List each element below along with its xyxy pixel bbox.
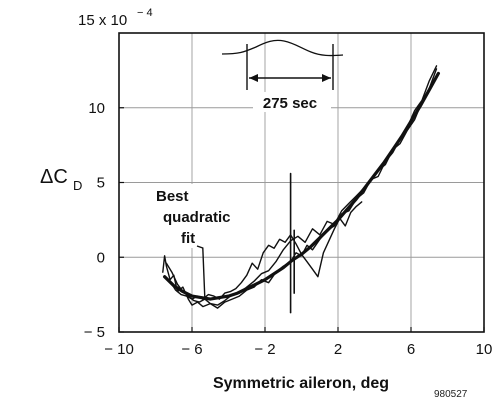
annotation-fit-leader [196, 245, 206, 298]
y-tick-label: 10 [88, 100, 105, 117]
x-tick-label: − 10 [104, 341, 134, 358]
x-tick-label: 6 [407, 341, 415, 358]
inset-duration-label: 275 sec [263, 95, 317, 112]
data-series [162, 65, 440, 314]
x-tick-label: − 2 [254, 341, 275, 358]
y-scale-exponent: − 4 [137, 7, 153, 19]
series-measured [169, 201, 363, 300]
inset-arrow-right [322, 74, 331, 82]
y-tick-label: 5 [97, 175, 105, 192]
x-tick-label: 2 [334, 341, 342, 358]
annotation-fit-line-2: quadratic [163, 209, 231, 226]
y-scale-base: 15 x 10 [78, 12, 127, 29]
annotation-fit-line-1: Best [156, 188, 189, 205]
x-axis-label: Symmetric aileron, deg [213, 375, 389, 392]
y-tick-label: − 5 [84, 324, 105, 341]
x-tick-label: − 6 [181, 341, 202, 358]
annotation-fit-line-3: fit [181, 230, 195, 247]
y-axis-label: ΔC [40, 166, 68, 188]
y-tick-label: 0 [97, 249, 105, 266]
inset-label-background [253, 92, 331, 112]
tick-marks [118, 107, 485, 333]
grid [119, 33, 484, 332]
series-measured [162, 65, 438, 309]
tick-labels: − 10 − 6 − 2 2 6 10 − 5 0 5 10 [84, 100, 493, 358]
inset-arrow-left [249, 74, 258, 82]
x-tick-label: 10 [476, 341, 493, 358]
figure-id: 980527 [434, 389, 468, 400]
annotations: Best quadratic fit 275 sec [150, 39, 344, 298]
y-axis-label-subscript: D [73, 178, 82, 193]
annotation-fit-background [150, 184, 234, 248]
